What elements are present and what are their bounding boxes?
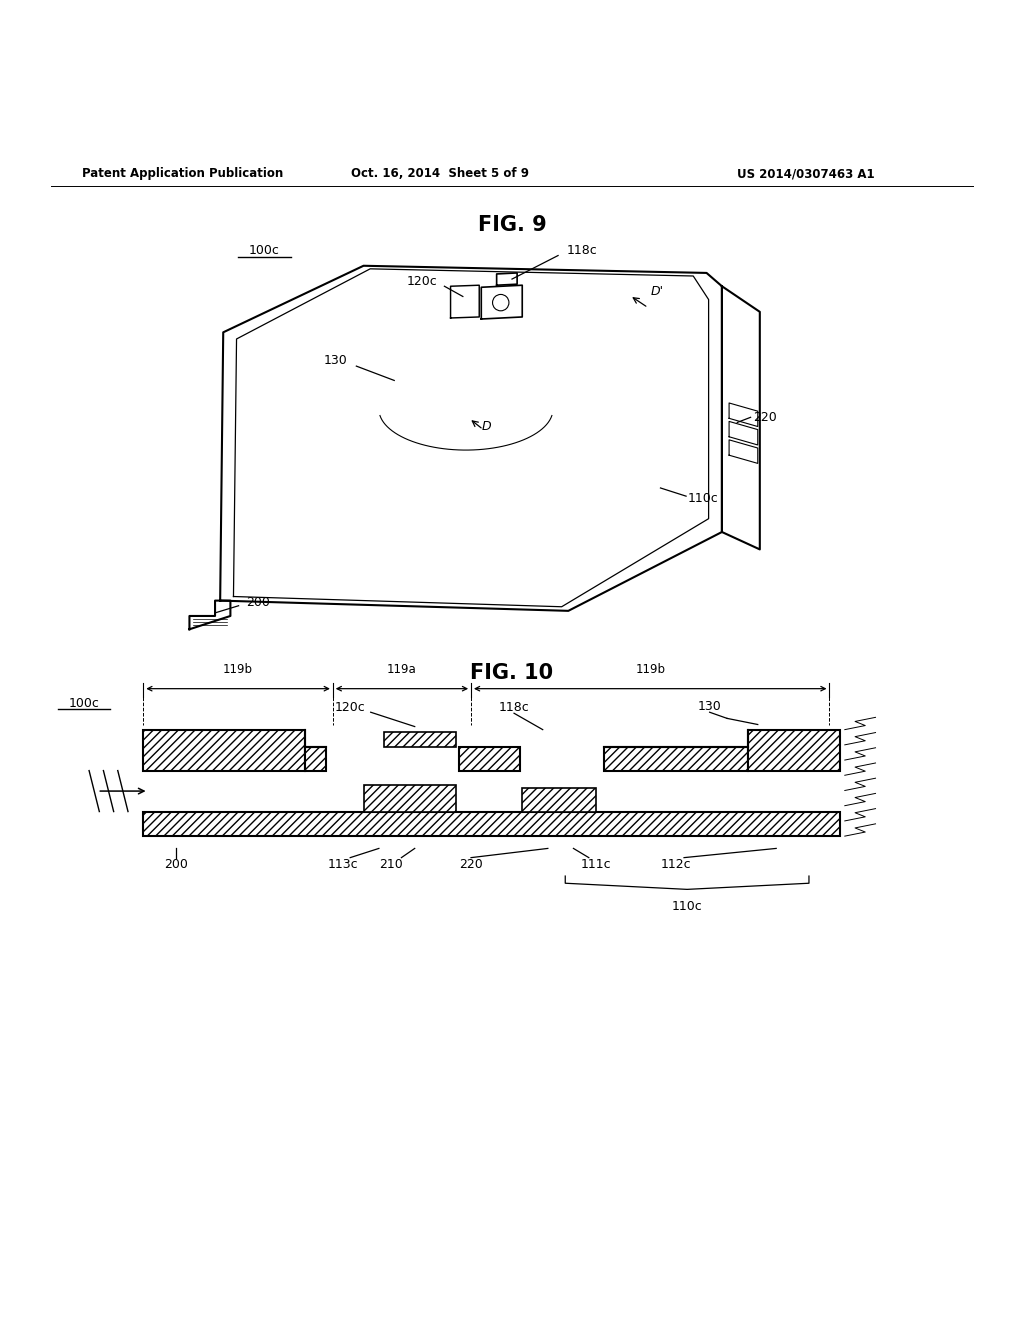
Polygon shape [604, 747, 748, 771]
Polygon shape [364, 785, 456, 812]
Text: Patent Application Publication: Patent Application Publication [82, 168, 284, 180]
Text: 119b: 119b [635, 664, 666, 676]
Text: D: D [481, 420, 492, 433]
Text: 220: 220 [459, 858, 483, 871]
Polygon shape [384, 731, 456, 747]
Text: 200: 200 [164, 858, 188, 871]
Text: 119b: 119b [223, 664, 253, 676]
Text: 130: 130 [324, 355, 348, 367]
Polygon shape [748, 730, 840, 771]
Text: 120c: 120c [335, 701, 366, 714]
Text: 200: 200 [246, 597, 270, 609]
Polygon shape [143, 812, 840, 836]
Text: 118c: 118c [566, 244, 597, 257]
Text: 118c: 118c [499, 701, 529, 714]
Text: 120c: 120c [407, 275, 437, 288]
Text: US 2014/0307463 A1: US 2014/0307463 A1 [737, 168, 874, 180]
Text: 113c: 113c [328, 858, 358, 871]
Text: D': D' [651, 285, 664, 298]
Text: 110c: 110c [672, 900, 702, 912]
Text: FIG. 10: FIG. 10 [470, 664, 554, 684]
Text: 130: 130 [697, 700, 722, 713]
Polygon shape [143, 730, 305, 771]
Text: 220: 220 [753, 411, 776, 424]
Text: 119a: 119a [387, 664, 417, 676]
Text: 110c: 110c [688, 492, 719, 504]
Polygon shape [459, 747, 520, 771]
Polygon shape [522, 788, 596, 812]
Text: Oct. 16, 2014  Sheet 5 of 9: Oct. 16, 2014 Sheet 5 of 9 [351, 168, 529, 180]
Text: 111c: 111c [581, 858, 611, 871]
Text: 100c: 100c [249, 244, 280, 257]
Text: 100c: 100c [69, 697, 99, 710]
Text: 112c: 112c [660, 858, 691, 871]
Polygon shape [305, 747, 326, 771]
Text: 210: 210 [379, 858, 403, 871]
Text: FIG. 9: FIG. 9 [477, 215, 547, 235]
